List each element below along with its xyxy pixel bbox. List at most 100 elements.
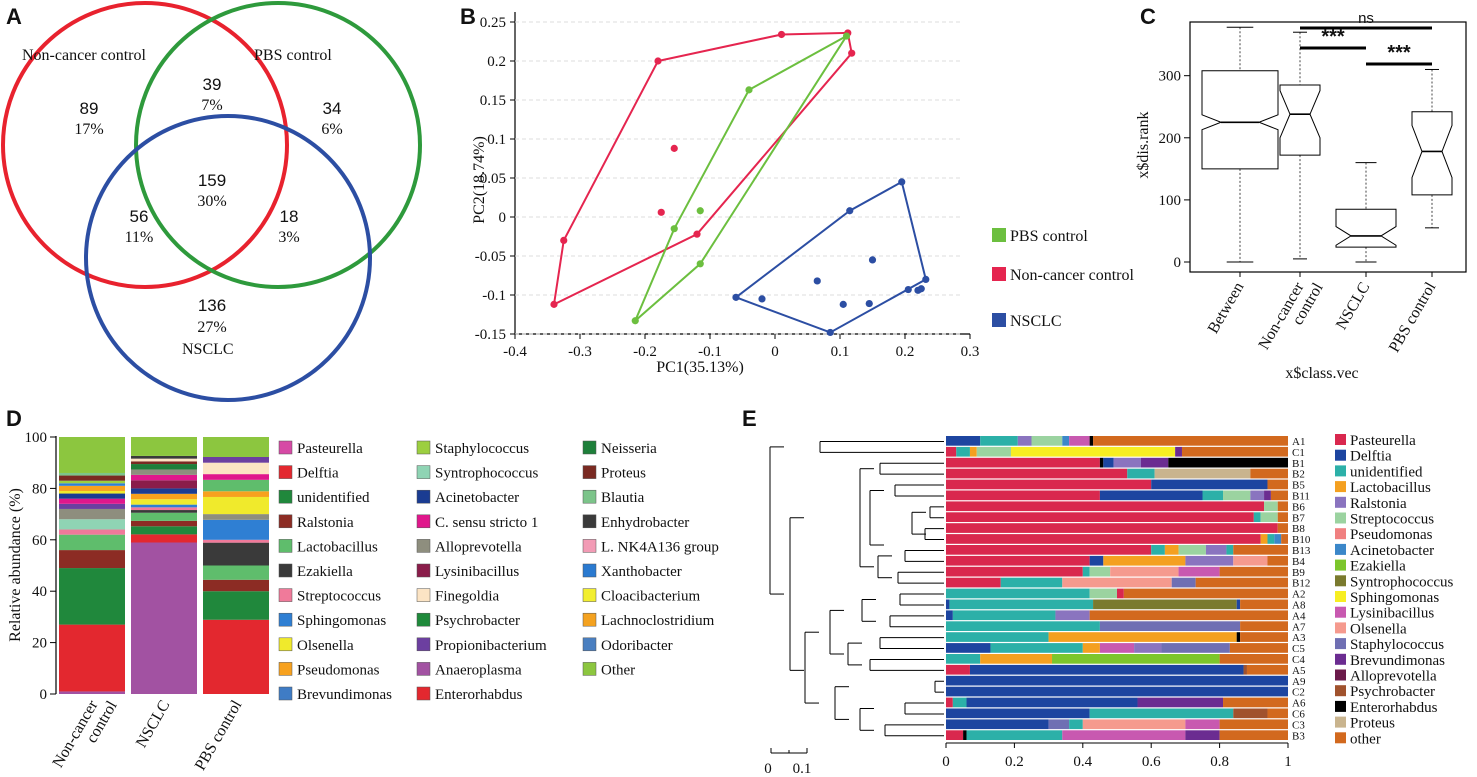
hbar-sample-label: C1 — [1292, 447, 1305, 459]
pca-y-tick-label: 0.25 — [480, 15, 506, 31]
hbar-legend-swatch — [1335, 496, 1346, 508]
pca-legend-label-pbs: PBS control — [1010, 228, 1088, 245]
stack-segment — [203, 591, 269, 620]
hbar-x-tick-label: 0.2 — [1005, 754, 1024, 770]
hbar-segment — [946, 501, 1265, 512]
stack-legend-label: Acinetobacter — [435, 490, 519, 506]
significance-label: *** — [1321, 26, 1345, 48]
hbar-legend-label: Pasteurella — [1350, 433, 1416, 449]
hbar-segment — [946, 621, 1100, 631]
stack-segment — [59, 568, 125, 625]
hbar-segment — [1154, 468, 1251, 479]
hbar-segment — [1062, 577, 1172, 588]
pca-point-nsclc — [865, 299, 873, 308]
venn-count-nc-only: 89 — [80, 99, 99, 118]
pca-y-label: PC2(18.74%) — [471, 136, 488, 224]
hbar-segment — [1277, 523, 1288, 533]
pca-y-tick-label: 0 — [499, 210, 507, 226]
hbar-segment — [946, 654, 981, 664]
hbar-segment — [946, 436, 981, 446]
hbar-legend-swatch — [1335, 543, 1346, 555]
stack-y-tick-label: 20 — [32, 636, 47, 652]
hbar-segment — [1274, 534, 1282, 544]
pca-x-ticks: -0.4 -0.3 -0.2 -0.1 0 0.1 0.2 0.3 — [503, 334, 979, 360]
hbar-segment — [1017, 436, 1032, 446]
stack-legend-label: Syntrophococcus — [435, 466, 538, 482]
pca-scatter: -0.4 -0.3 -0.2 -0.1 0 0.1 0.2 0.3 -0.15 -0.1 -0.0… — [471, 12, 1134, 376]
venn-pct-nc-pbs: 7% — [201, 97, 222, 114]
box-x-tick-label: NSCLC — [1333, 280, 1374, 333]
hbar-segment — [1000, 577, 1063, 588]
dendrogram-scale-label-0: 0 — [764, 761, 772, 777]
stack-legend-swatch — [416, 686, 431, 701]
stack-legend-swatch — [278, 637, 293, 652]
hbar-legend-swatch — [1335, 606, 1346, 618]
pca-point-pbs-control — [745, 86, 753, 94]
hbar-segment — [1089, 610, 1288, 621]
hbar-segment — [1089, 436, 1094, 446]
hbar-segment — [1267, 708, 1288, 719]
hbar-sample-label: A3 — [1292, 632, 1306, 644]
hbar-legend-swatch — [1335, 575, 1346, 587]
stack-segment — [203, 479, 269, 492]
hbar-sample-label: A1 — [1292, 436, 1305, 448]
stack-segment — [131, 437, 197, 456]
pca-point-nsclc — [868, 256, 877, 264]
box-y-tick-label: 200 — [1159, 131, 1182, 147]
hbar-segment — [1178, 545, 1206, 555]
stack-segment — [131, 526, 197, 535]
stack-legend-swatch — [278, 465, 293, 479]
hbar-legend-swatch — [1335, 638, 1346, 650]
stack-segment — [59, 691, 125, 694]
hbar-sample-label: B11 — [1292, 491, 1310, 503]
pca-x-tick-label: 0 — [771, 344, 779, 360]
hbar-sample-label: C5 — [1292, 643, 1305, 655]
hbar-segment — [1233, 708, 1268, 719]
hbar-segment — [969, 664, 1244, 675]
hbar-segment — [1127, 468, 1155, 479]
hbar-x-tick-label: 0.4 — [1073, 754, 1092, 770]
hbar-legend-label: Pseudomonas — [1350, 527, 1433, 543]
hbar-segment — [1089, 708, 1234, 719]
hbar-legend-swatch — [1335, 512, 1346, 524]
pca-y-tick-label: -0.1 — [482, 288, 506, 304]
hbar-segment — [1123, 588, 1288, 599]
pca-y-tick-label: -0.15 — [475, 327, 506, 343]
stack-segment — [203, 539, 269, 543]
pca-point-non-cancer-control — [560, 236, 568, 244]
hbar-legend-swatch — [1335, 622, 1346, 634]
hbar-segment — [1264, 490, 1271, 501]
stack-segment — [59, 508, 125, 520]
hbar-legend-label: Psychrobacter — [1350, 684, 1435, 700]
hbar-segment — [946, 490, 1100, 501]
stack-segment — [59, 493, 125, 499]
stack-legend-label: Ralstonia — [297, 515, 354, 531]
stack-legend-swatch — [582, 489, 597, 504]
stack-legend-label: Pasteurella — [297, 441, 363, 457]
hbar-segment — [1267, 479, 1288, 490]
stack-segment — [203, 456, 269, 463]
stack-segment — [131, 455, 197, 459]
hbar-sample-label: C6 — [1292, 709, 1305, 721]
hbar-segment — [946, 446, 957, 457]
hbar-legend-swatch — [1335, 559, 1346, 571]
pca-x-tick-label: -0.3 — [568, 344, 592, 360]
hbar-segment — [949, 599, 1094, 610]
panel-letter-a: A — [6, 4, 22, 29]
hbar-legend-label: other — [1350, 731, 1381, 747]
hbar-segment — [946, 610, 953, 621]
hbar-segment — [1093, 436, 1288, 446]
hbar-segment — [946, 675, 1288, 686]
stack-legend-swatch — [278, 686, 293, 701]
pca-point-nsclc — [904, 285, 912, 294]
hbar-segment — [1171, 577, 1196, 588]
venn-label-non-cancer: Non-cancer control — [22, 47, 146, 64]
hbar-segment — [1099, 643, 1135, 653]
hbar-segment — [1236, 632, 1241, 642]
hbar-sample-labels: A1C1B1B2B5B11B6B7B8B10B13B4B9B12A2A8A4A7… — [1292, 436, 1311, 742]
hbar-sample-label: B2 — [1292, 469, 1305, 481]
hbar-legend-label: Sphingomonas — [1350, 590, 1439, 606]
stack-segment — [131, 493, 197, 500]
hbar-segment — [946, 534, 1261, 544]
box-x-tick-label: PBS control — [1386, 279, 1440, 355]
